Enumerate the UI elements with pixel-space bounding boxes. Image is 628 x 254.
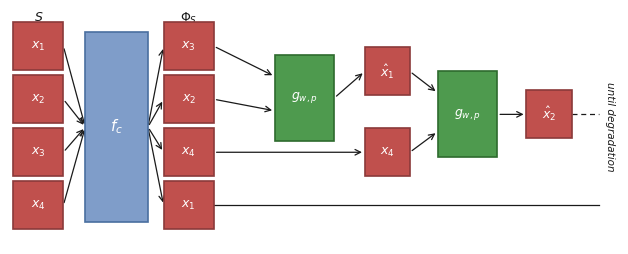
Text: $x_3$: $x_3$ [31,146,46,159]
FancyBboxPatch shape [164,128,214,176]
Text: $x_2$: $x_2$ [181,93,196,106]
FancyBboxPatch shape [85,32,148,222]
Text: $g_{w,p}$: $g_{w,p}$ [291,90,318,105]
Text: $x_3$: $x_3$ [181,40,196,53]
FancyBboxPatch shape [164,181,214,229]
Text: $x_1$: $x_1$ [31,40,45,53]
Text: $\hat{x}_1$: $\hat{x}_1$ [380,62,394,81]
FancyBboxPatch shape [438,71,497,157]
Text: $\hat{x}_2$: $\hat{x}_2$ [542,105,556,123]
FancyBboxPatch shape [526,90,571,138]
FancyBboxPatch shape [13,128,63,176]
FancyBboxPatch shape [164,75,214,123]
Text: $x_2$: $x_2$ [31,93,45,106]
FancyBboxPatch shape [13,75,63,123]
Text: $x_4$: $x_4$ [380,146,394,159]
Text: $x_4$: $x_4$ [31,199,46,212]
Text: $S$: $S$ [33,11,43,24]
FancyBboxPatch shape [13,181,63,229]
Text: until degradation: until degradation [605,82,615,172]
Text: $x_4$: $x_4$ [181,146,196,159]
FancyBboxPatch shape [275,55,334,141]
Text: $f_c$: $f_c$ [110,118,123,136]
Text: $\Phi_S$: $\Phi_S$ [180,11,197,26]
FancyBboxPatch shape [365,47,410,96]
Text: $g_{w,p}$: $g_{w,p}$ [454,107,481,122]
FancyBboxPatch shape [164,22,214,70]
Text: $x_1$: $x_1$ [181,199,196,212]
FancyBboxPatch shape [365,128,410,176]
FancyBboxPatch shape [13,22,63,70]
